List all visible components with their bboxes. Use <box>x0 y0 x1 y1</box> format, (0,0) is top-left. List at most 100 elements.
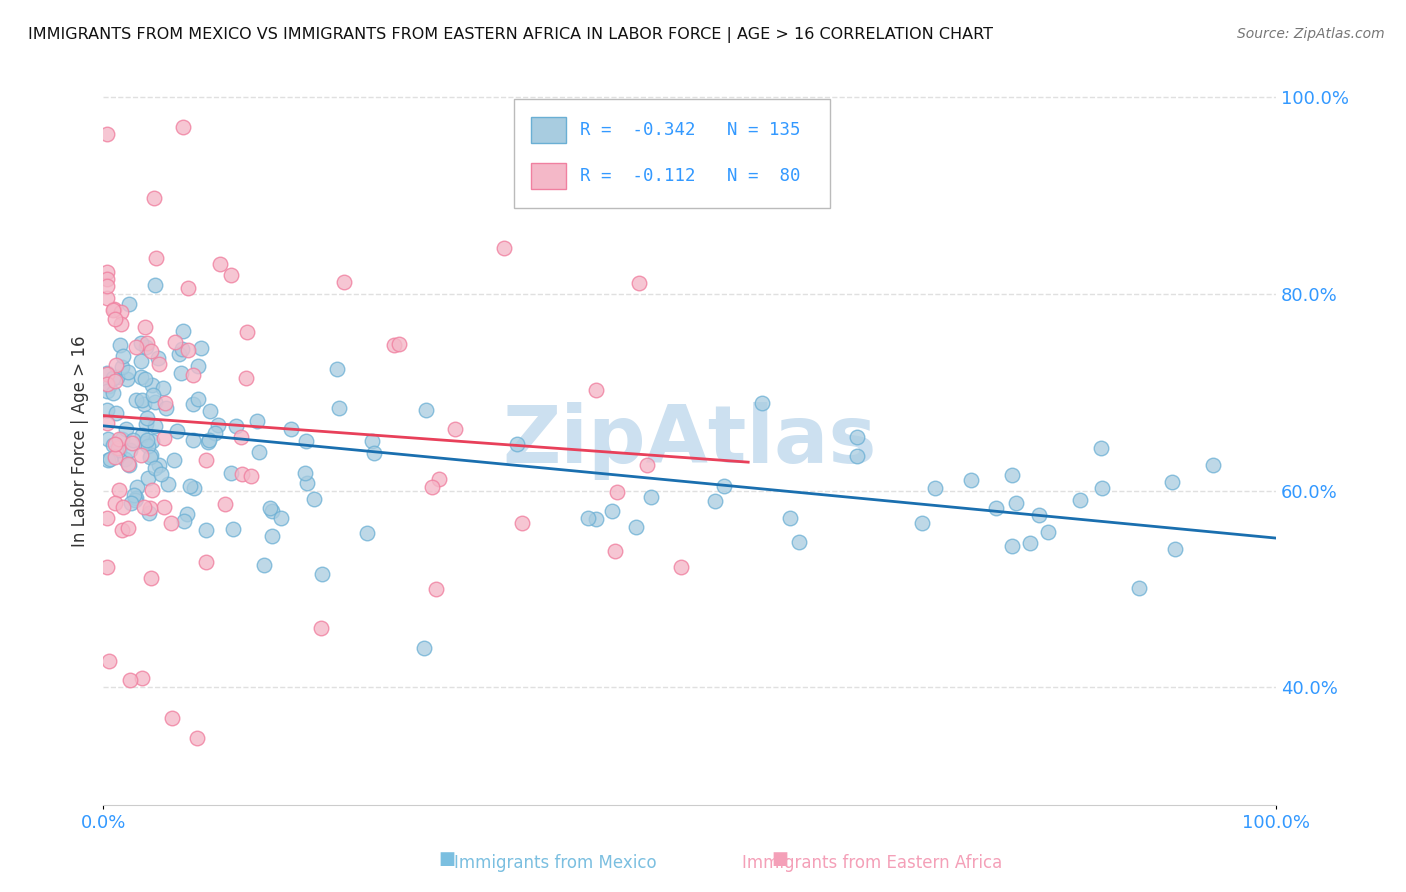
Point <box>845 430 868 444</box>
Point <box>787 535 810 549</box>
Point <box>1001 539 1024 553</box>
Point <box>118 673 141 688</box>
Point <box>177 343 200 357</box>
Point <box>751 396 773 410</box>
Point <box>236 325 259 339</box>
Point <box>136 471 159 485</box>
Point <box>114 452 136 467</box>
Point <box>110 432 132 446</box>
Point <box>172 324 194 338</box>
Point <box>181 368 204 382</box>
Point <box>181 433 204 447</box>
Point <box>1091 482 1114 496</box>
Point <box>195 523 218 537</box>
Point <box>132 500 155 515</box>
Point <box>139 448 162 462</box>
Point <box>160 711 183 725</box>
Point <box>96 291 118 305</box>
Point <box>98 654 121 668</box>
Point <box>107 442 129 456</box>
Point <box>103 302 125 317</box>
Point <box>225 418 247 433</box>
Point <box>131 671 153 685</box>
Point <box>145 394 167 409</box>
Point <box>984 501 1007 516</box>
Text: Immigrants from Mexico: Immigrants from Mexico <box>454 855 657 872</box>
Point <box>1161 475 1184 489</box>
Point <box>360 434 382 448</box>
Point <box>96 272 118 286</box>
Point <box>105 359 128 373</box>
Point <box>911 516 934 531</box>
Point <box>1028 508 1050 522</box>
Point <box>108 483 131 497</box>
Point <box>156 476 179 491</box>
Point <box>136 335 159 350</box>
Point <box>146 351 169 366</box>
Point <box>163 335 186 350</box>
Point <box>125 340 148 354</box>
Point <box>143 419 166 434</box>
Text: Source: ZipAtlas.com: Source: ZipAtlas.com <box>1237 27 1385 41</box>
Point <box>420 480 443 494</box>
Point <box>117 521 139 535</box>
Point <box>382 338 405 352</box>
FancyBboxPatch shape <box>513 99 831 209</box>
Point <box>108 433 131 447</box>
Point <box>111 359 134 374</box>
Point <box>141 344 163 359</box>
Point <box>179 479 201 493</box>
Point <box>143 277 166 292</box>
Point <box>170 366 193 380</box>
Point <box>309 622 332 636</box>
Point <box>129 448 152 462</box>
Point <box>1164 542 1187 557</box>
Point <box>187 392 209 407</box>
Point <box>153 500 176 514</box>
Point <box>143 191 166 205</box>
Point <box>141 434 163 448</box>
Point <box>703 494 725 508</box>
Point <box>388 337 411 351</box>
Point <box>194 453 217 467</box>
Point <box>1036 524 1059 539</box>
Point <box>197 435 219 450</box>
Point <box>311 567 333 582</box>
Point <box>141 377 163 392</box>
Point <box>326 361 349 376</box>
Point <box>1019 536 1042 550</box>
Point <box>104 437 127 451</box>
Point <box>132 397 155 411</box>
Point <box>1069 492 1091 507</box>
Point <box>576 510 599 524</box>
Point <box>415 403 437 417</box>
Point <box>177 281 200 295</box>
Point <box>139 501 162 516</box>
Point <box>1128 581 1150 595</box>
Point <box>427 472 450 486</box>
Point <box>111 350 134 364</box>
Point <box>120 496 142 510</box>
Point <box>166 424 188 438</box>
Point <box>280 422 302 436</box>
Point <box>160 516 183 530</box>
Point <box>606 484 628 499</box>
Point <box>960 473 983 487</box>
Point <box>356 526 378 541</box>
Point <box>134 436 156 450</box>
Point <box>96 265 118 279</box>
Text: R =  -0.342   N = 135: R = -0.342 N = 135 <box>581 120 801 139</box>
Text: ■: ■ <box>439 850 456 868</box>
Point <box>297 476 319 491</box>
Point <box>134 320 156 334</box>
Point <box>145 252 167 266</box>
Point <box>239 468 262 483</box>
Point <box>103 370 125 384</box>
Point <box>118 442 141 457</box>
Point <box>506 437 529 451</box>
Point <box>172 120 194 134</box>
Point <box>153 431 176 445</box>
Point <box>135 340 157 354</box>
Text: ZipAtlas: ZipAtlas <box>502 402 877 481</box>
Point <box>198 404 221 418</box>
